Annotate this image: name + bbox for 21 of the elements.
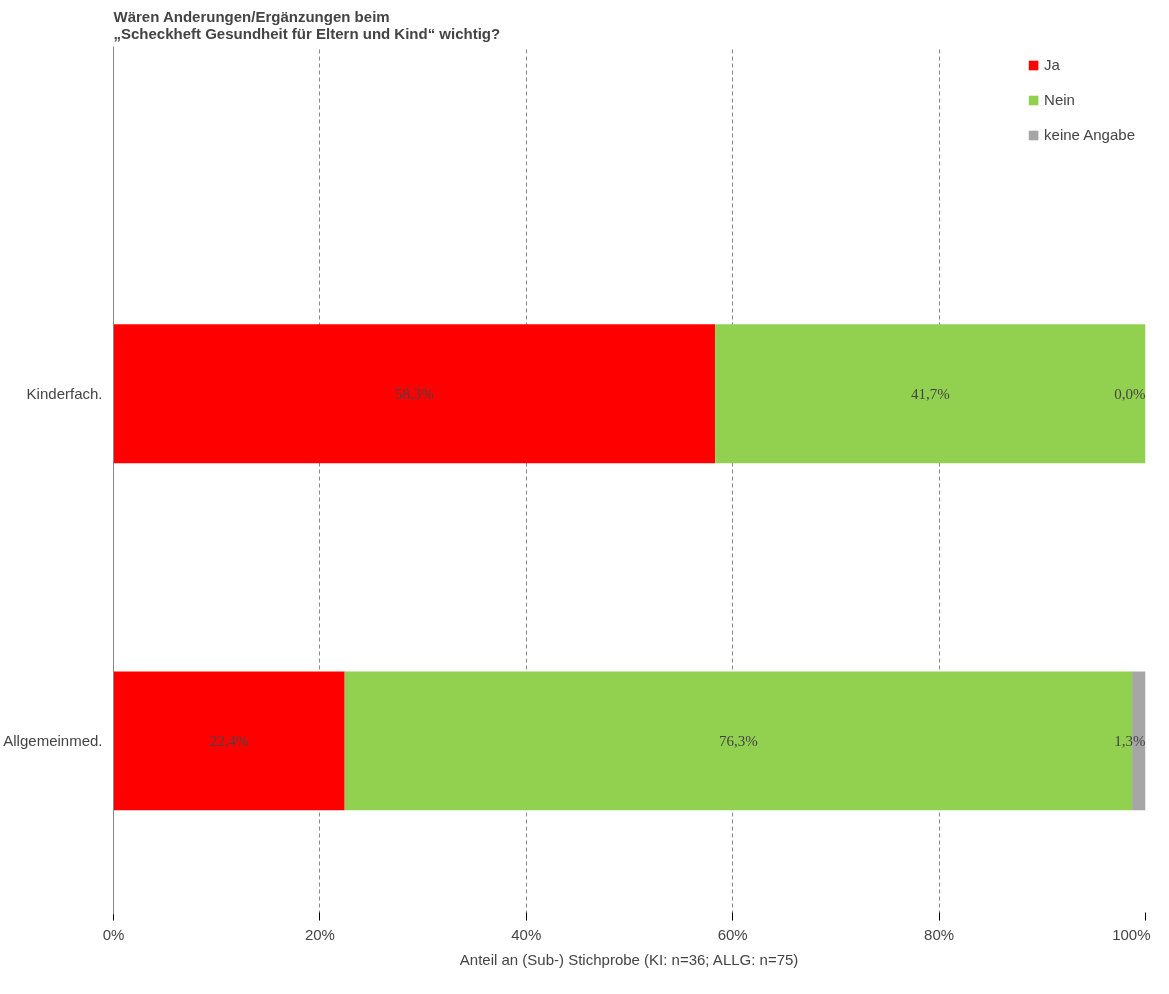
chart-title: Wären Anderungen/Ergänzungen beim „Scheckheft Gesundheit für Eltern und Kind“ wichtig?: [113, 7, 501, 42]
x-tick-label: 80%: [924, 925, 955, 943]
x-tick-label: 0%: [102, 925, 125, 943]
y-tick-label: Kinderfach.: [26, 385, 103, 403]
data-label: 0,0%: [1114, 385, 1146, 402]
legend-label: keine Angabe: [1044, 126, 1135, 143]
data-label: 76,3%: [719, 732, 758, 749]
x-axis-title: Anteil an (Sub-) Stichprobe (KI: n=36; ALLG: n=75): [459, 950, 799, 968]
legend-label: Nein: [1044, 91, 1075, 108]
data-label: 41,7%: [910, 385, 950, 402]
bar: [715, 324, 1146, 464]
bar: [113, 324, 716, 464]
bar: [113, 671, 345, 811]
x-tick-label: 40%: [511, 925, 542, 943]
y-tick-label: Allgemeinmed.: [3, 732, 103, 750]
legend-label: Ja: [1044, 56, 1061, 73]
data-label: 22,4%: [209, 732, 249, 749]
x-tick-label: 60%: [717, 925, 748, 943]
x-tick-label: 100%: [1112, 925, 1151, 943]
data-label: 58,3%: [394, 385, 434, 402]
x-tick-label: 20%: [304, 925, 335, 943]
